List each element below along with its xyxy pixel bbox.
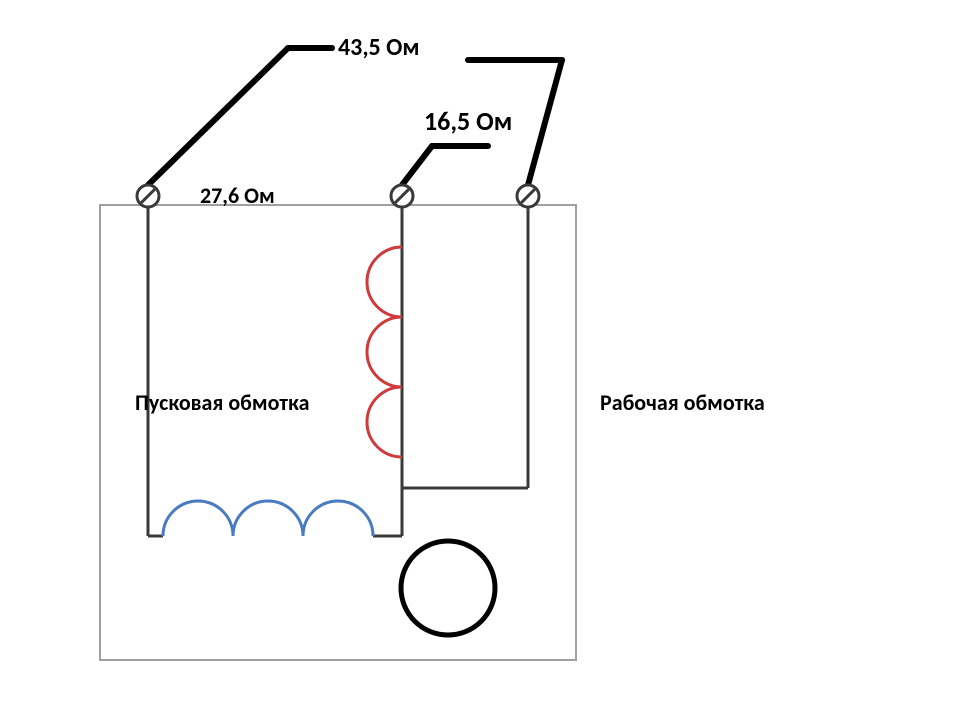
rotor-circle (401, 541, 495, 635)
enclosure-box (100, 205, 576, 660)
r-total: 43,5 Ом (338, 33, 419, 62)
lead-line-4 (528, 60, 562, 185)
lead-line-0 (148, 48, 288, 185)
lead-line-2 (402, 146, 432, 185)
start-winding-coil (163, 501, 373, 536)
circuit-diagram: 43,5 Ом 27,6 Ом 16,5 Ом Пусковая обмотка Раб… (0, 0, 976, 712)
r-start: 27,6 Ом (200, 182, 275, 209)
terminal-t3 (517, 185, 539, 207)
r-run: 16,5 Ом (424, 105, 512, 137)
terminal-t1 (137, 185, 159, 207)
start-w: Пусковая обмотка (135, 389, 309, 416)
run-w: Рабочая обмотка (600, 389, 765, 416)
run-winding-coil (367, 247, 402, 457)
terminal-t2 (391, 185, 413, 207)
